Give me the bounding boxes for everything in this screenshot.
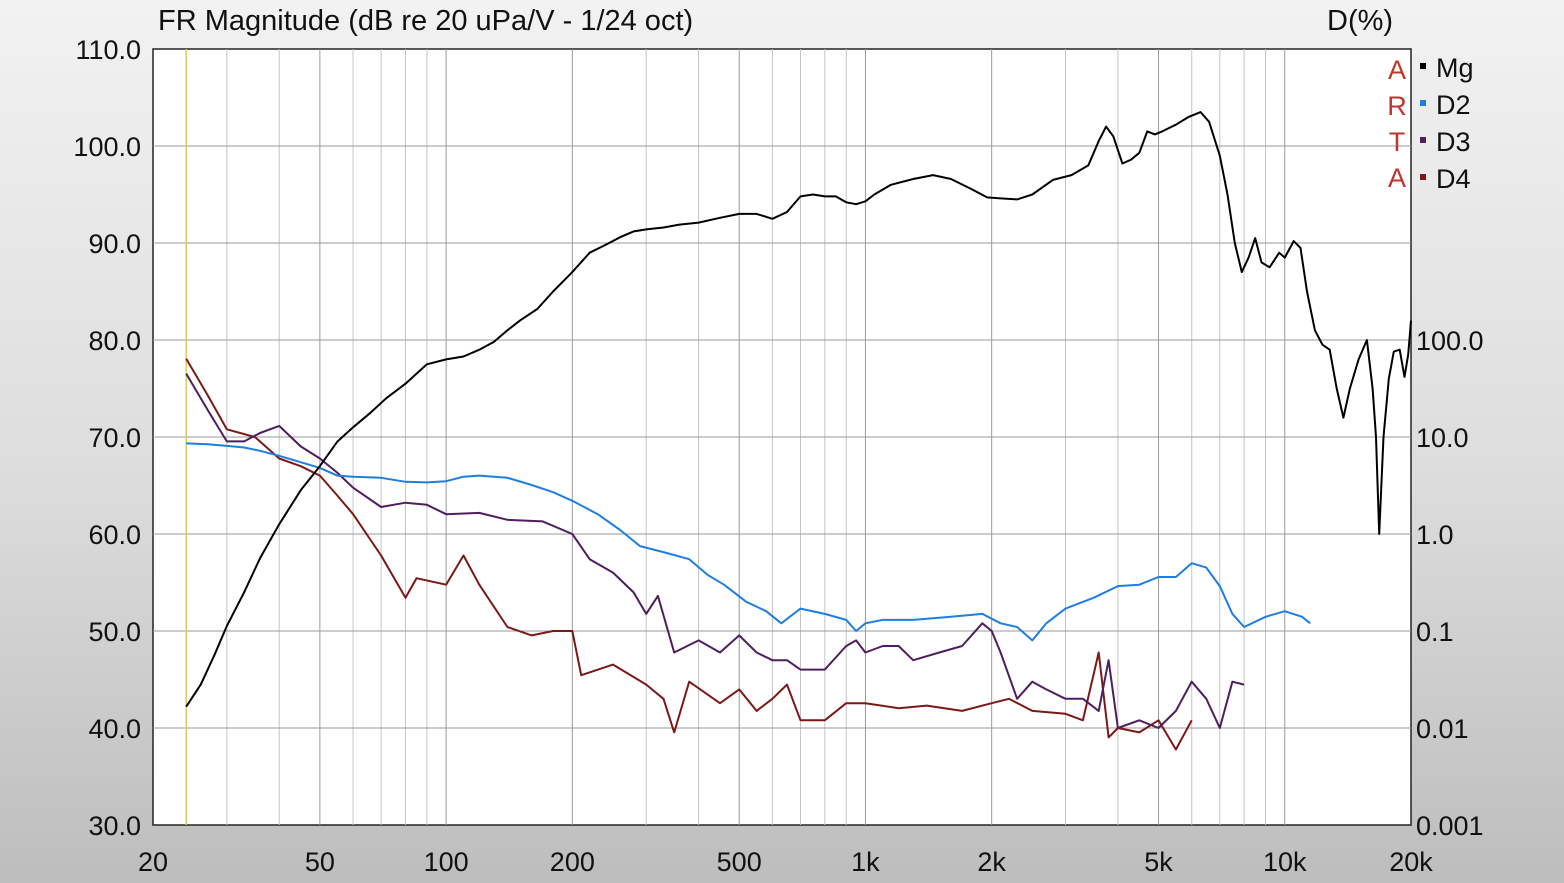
arta-letter: T <box>1389 127 1406 157</box>
x-tick-label: 50 <box>305 847 335 877</box>
y-tick-label: 70.0 <box>88 423 141 453</box>
series-line-d3 <box>185 373 1245 729</box>
legend-label: D4 <box>1436 164 1471 194</box>
x-tick-label: 20 <box>138 847 168 877</box>
series-line-d2 <box>186 442 1311 642</box>
y2-tick-label: 0.001 <box>1416 811 1484 841</box>
legend-swatch <box>1420 174 1426 180</box>
y-tick-label: 110.0 <box>75 35 141 65</box>
x-tick-label: 10k <box>1263 847 1307 877</box>
y-tick-label: 80.0 <box>88 326 141 356</box>
legend-label: Mg <box>1436 53 1474 83</box>
x-axis-ticks: 20 50 100 200 500 1k 2k 5k 10k 20k <box>138 847 1433 877</box>
chart-title: FR Magnitude (dB re 20 uPa/V - 1/24 oct) <box>158 5 693 37</box>
series-layer <box>185 111 1412 751</box>
y-tick-label: 90.0 <box>88 229 141 259</box>
x-tick-label: 1k <box>851 847 880 877</box>
arta-letter: A <box>1388 163 1406 193</box>
y-tick-label: 40.0 <box>88 714 141 744</box>
y2-tick-label: 10.0 <box>1416 423 1469 453</box>
y2-axis-ticks: 0.001 0.01 0.1 1.0 10.0 100.0 <box>1416 326 1484 841</box>
legend-label: D2 <box>1436 90 1471 120</box>
y2-tick-label: 0.1 <box>1416 617 1454 647</box>
y-tick-label: 30.0 <box>88 811 141 841</box>
x-tick-label: 500 <box>717 847 762 877</box>
y-axis-ticks: 30.0 40.0 50.0 60.0 70.0 80.0 90.0 100.0 110.0 <box>73 35 141 841</box>
y-grid <box>153 145 1411 729</box>
x-tick-label: 100 <box>424 847 469 877</box>
arta-letter: A <box>1388 55 1406 85</box>
y-tick-label: 60.0 <box>88 520 141 550</box>
legend: Mg D2 D3 D4 <box>1420 53 1474 194</box>
y-tick-label: 50.0 <box>88 617 141 647</box>
x-tick-label: 5k <box>1144 847 1173 877</box>
legend-swatch <box>1420 100 1426 106</box>
legend-swatch <box>1420 63 1426 69</box>
arta-letter: R <box>1387 91 1407 121</box>
legend-label: D3 <box>1436 127 1471 157</box>
x-tick-label: 2k <box>977 847 1006 877</box>
y-tick-label: 100.0 <box>73 132 141 162</box>
y2-tick-label: 0.01 <box>1416 714 1469 744</box>
legend-swatch <box>1420 137 1426 143</box>
x-tick-label: 20k <box>1389 847 1433 877</box>
series-line-d4 <box>185 358 1193 751</box>
y2-tick-label: 1.0 <box>1416 520 1454 550</box>
plot-area <box>152 48 1412 826</box>
y2-tick-label: 100.0 <box>1416 326 1484 356</box>
right-axis-label: D(%) <box>1327 5 1393 37</box>
series-line-mg <box>185 111 1412 708</box>
x-tick-label: 200 <box>550 847 595 877</box>
